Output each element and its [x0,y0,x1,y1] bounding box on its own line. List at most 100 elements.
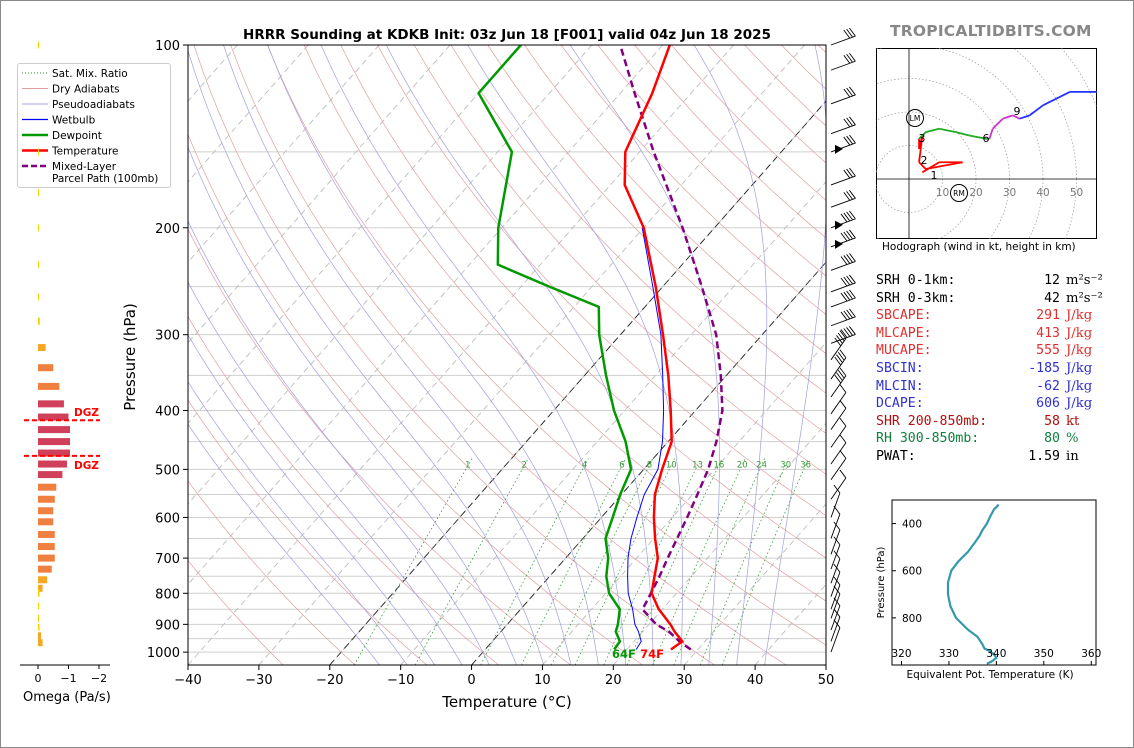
series-point [511,151,513,153]
parameter-unit: J/kg [1066,325,1093,341]
parameter-label: SHR 200-850mb: [876,413,988,429]
legend-item: Dry Adiabats [22,84,120,96]
parameter-row: PWAT: 1.59 in [876,448,1103,466]
hodograph-segment [938,127,957,133]
storm-motion-marker [950,184,968,202]
series-point [652,92,654,94]
omega-bar [38,483,57,491]
series-point [613,410,615,412]
wind-barb [830,326,856,344]
series-point [478,92,480,94]
parameter-row: SRH 0-3km: 42 m²s⁻² [876,290,1103,308]
mixing-ratio-label: 4 [582,460,587,470]
series-point [682,227,684,229]
parameter-value: 555 [1036,343,1060,359]
wind-barb [830,521,841,555]
omega-bar [38,400,64,408]
omega-bar [38,584,43,592]
theta-e-point [982,643,983,644]
hodograph-ring-label: 40 [1036,187,1049,199]
moist-adiabat-line [267,45,599,665]
hodograph-point [925,168,926,169]
series-point [651,592,653,594]
theta-e-x-tick-label: 350 [1034,648,1054,660]
parameter-label: SRH 0-1km: [876,273,956,288]
omega-bar [38,293,39,301]
isotherm-line [188,45,522,425]
wind-barb [830,434,847,465]
dry-adiabat-line [340,45,826,559]
wind-barb [830,308,856,327]
legend-label: Pseudoadiabats [52,99,135,111]
series-point [654,494,656,496]
mixing-ratio-label: 13 [692,460,703,470]
series-point [619,608,621,610]
parameter-row: SRH 0-1km: 12 m²s⁻² [876,272,1103,290]
legend-entries: Sat. Mix. Ratio Dry Adiabats Pseudoadiabat… [22,68,158,185]
hodograph-height-label: 9 [1014,105,1021,118]
series-point [598,334,600,336]
theta-e-point [982,530,983,531]
theta-e-point [991,661,992,662]
omega-bar [38,554,55,562]
mixing-ratio-line [626,458,723,665]
parameter-row: MUCAPE: 555 J/kg [876,342,1103,360]
series-point [654,538,656,540]
wind-barb [830,450,847,480]
wind-barb [830,229,856,249]
theta-e-point [986,523,987,524]
parameter-row: MLCIN: -62 J/kg [876,378,1103,396]
series-point [662,375,664,377]
parameter-unit: in [1066,448,1079,464]
y-tick-label: 800 [155,587,180,602]
parameter-label: SBCAPE: [876,308,932,324]
hodograph-segment [955,131,970,137]
hodograph-height-label: 6 [983,132,990,145]
theta-e-x-tick-label: 340 [986,648,1006,660]
hodograph-point [969,135,970,136]
x-tick-label: 40 [747,673,764,688]
hodograph-point [992,128,993,129]
hodograph-height-label: 1 [931,169,938,182]
hodograph-point [918,162,919,163]
hodograph-point [922,172,923,173]
theta-e-y-tick-label: 600 [902,566,922,578]
series-point [715,334,717,336]
series-point [549,286,551,288]
isotherm-highlight-line [471,261,826,665]
hodograph-point [955,132,956,133]
series-point [658,608,660,610]
series-point [667,557,669,559]
wind-barb [830,190,856,208]
series-point [630,469,632,471]
y-tick-label: 900 [155,618,180,633]
parameter-label: SBCIN: [876,360,924,376]
sounding-parameters: SRH 0-1km: 12 m²s⁻² SRH 0-3km: 42 m²s⁻² SBCAPE… [876,272,1103,466]
omega-tick-label: −2 [91,672,107,685]
theta-e-point [950,605,951,606]
parameter-unit: J/kg [1066,343,1093,359]
parameter-label: MUCAPE: [876,343,932,359]
dgz-top-label: DGZ [74,407,99,419]
y-tick-label: 500 [155,463,180,478]
series-point [716,441,718,443]
hodograph-ring-label: 10 [936,187,949,199]
parameter-unit: % [1066,431,1079,447]
series-point [607,557,609,559]
mixing-ratio-label: 16 [713,460,724,470]
wind-barb [830,576,841,610]
hodograph-frame [876,48,1097,239]
parameter-value: 58 [1044,413,1060,429]
series-point [605,538,607,540]
series-point [676,538,678,540]
y-tick-label: 700 [155,552,180,567]
legend: Sat. Mix. Ratio Dry Adiabats Pseudoadiabat… [17,63,171,188]
wind-barb [830,367,847,398]
mixing-ratio-label: 20 [737,460,748,470]
legend-item: Mixed-Layer Parcel Path (100mb) [22,161,158,185]
wind-barb [830,585,841,619]
y-tick-label: 100 [155,39,180,54]
parameter-value: 606 [1036,396,1060,412]
omega-bar [38,507,54,515]
hodograph-point [1042,105,1043,106]
